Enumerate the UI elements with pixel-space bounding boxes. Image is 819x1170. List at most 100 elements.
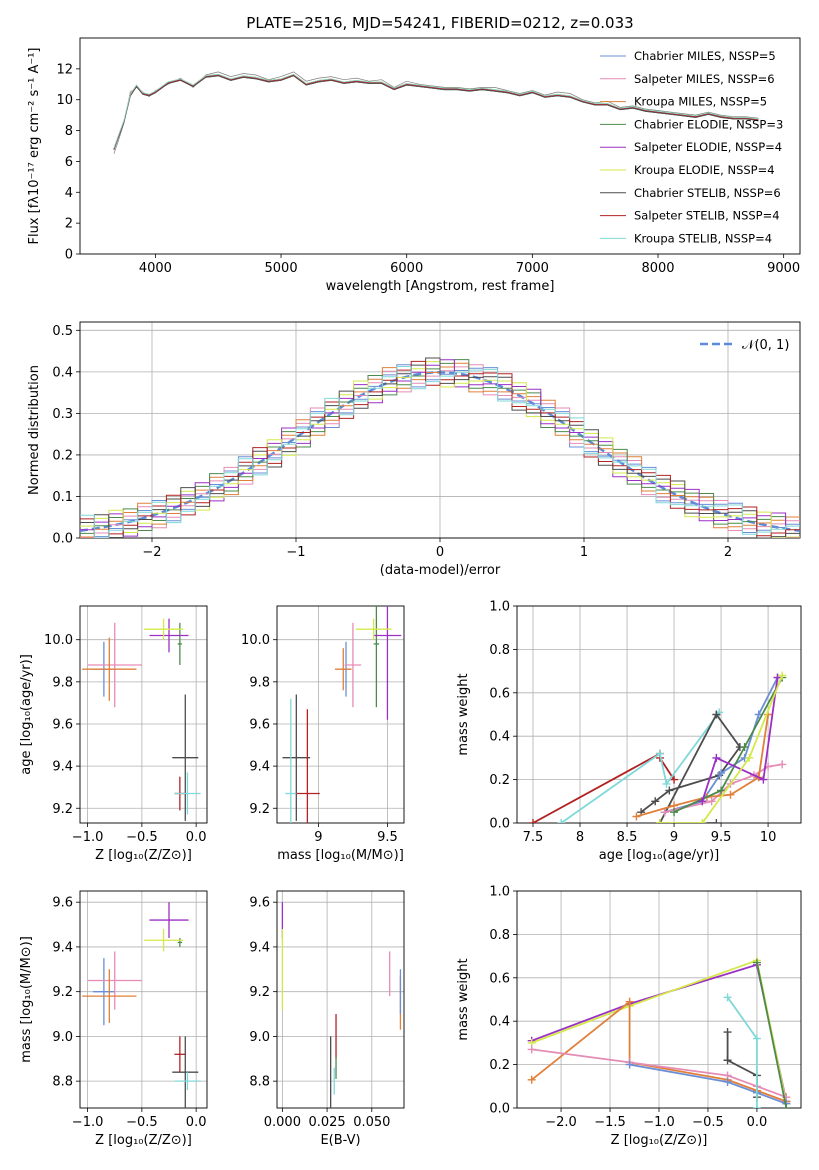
y-tick-label: 0.0: [489, 817, 510, 832]
x-tick-label: 9.5: [377, 830, 398, 845]
marks-mass_weight_vs_age: [528, 671, 787, 823]
weight-marker: [723, 1077, 732, 1086]
y-tick-label: 0.0: [489, 1102, 510, 1117]
x-tick-label: 9.5: [711, 830, 732, 845]
weight-marker: [655, 749, 664, 758]
x-tick-label: −2: [142, 545, 161, 560]
legend-label: Chabrier MILES, NSSP=5: [634, 49, 776, 63]
x-tick-label: −2.0: [545, 1115, 577, 1130]
marks-mass_vs_ebv: [281, 902, 402, 1108]
marks-spectrum: [113, 71, 759, 154]
y-tick-label: 0.4: [52, 365, 73, 380]
weight-marker: [778, 760, 787, 769]
y-axis-label: Flux [fλ10⁻¹⁷ erg cm⁻² s⁻¹ A⁻¹]: [27, 48, 42, 245]
x-tick-label: 8.5: [617, 830, 638, 845]
weight-marker: [752, 1104, 761, 1108]
weight-marker: [745, 753, 754, 762]
weight-marker: [778, 671, 787, 680]
plot-frame: [79, 890, 208, 1109]
x-tick-label: 0.0: [186, 1115, 207, 1130]
y-tick-label: 9.0: [249, 1030, 270, 1045]
y-tick-label: 10: [56, 93, 73, 108]
axes-spectrum: 4000 5000 6000 7000 8000 9000 0 2 4 6 8 10 12 wavelen…: [27, 37, 801, 294]
weight-line: [701, 677, 779, 802]
model-spectrum-line: [113, 74, 759, 150]
weight-marker: [527, 1075, 536, 1084]
plot-frame: [276, 890, 405, 1109]
x-tick-label: 1: [580, 545, 588, 560]
weight-marker: [665, 786, 674, 795]
weight-marker: [698, 819, 707, 823]
plot-frame: [516, 890, 802, 1109]
x-axis-label: Z [log₁₀(Z/Z⊙)]: [95, 848, 192, 863]
x-tick-label: 0: [436, 545, 444, 560]
y-tick-label: 9.4: [52, 940, 73, 955]
x-tick-label: −1.5: [594, 1115, 626, 1130]
y-tick-label: 0.8: [489, 928, 510, 943]
weight-marker: [782, 1104, 791, 1108]
residuals-legend: 𝒩(0, 1): [700, 338, 789, 353]
y-tick-label: 0.6: [489, 686, 510, 701]
weight-marker: [662, 779, 671, 788]
weight-marker: [712, 753, 721, 762]
axes-age_vs_Z: −1.0 −0.5 0.0 9.2 9.4 9.6 9.8 10.0 Z [log₁₀(Z/Z⊙…: [19, 605, 208, 863]
weight-line: [659, 675, 784, 823]
x-tick-label: 0.0: [747, 1115, 768, 1130]
y-tick-label: 0.2: [489, 1058, 510, 1073]
y-tick-label: 9.6: [52, 896, 73, 911]
weight-marker: [726, 790, 735, 799]
y-tick-label: 0.4: [489, 1015, 510, 1030]
legend-label: Chabrier ELODIE, NSSP=3: [634, 117, 783, 131]
weight-marker: [717, 786, 726, 795]
y-axis-label: Normed distribution: [27, 365, 42, 495]
legend-label: Kroupa ELODIE, NSSP=4: [634, 163, 775, 177]
plot-frame: [79, 605, 208, 824]
marks-mass_vs_Z: [82, 902, 201, 1108]
y-tick-label: 9.2: [52, 802, 73, 817]
axes-mass_vs_Z: −1.0 −0.5 0.0 8.8 9.0 9.2 9.4 9.6 Z [log₁₀(Z/Z⊙)…: [19, 890, 208, 1148]
x-axis-label: (data-model)/error: [380, 563, 501, 578]
y-tick-label: 1.0: [489, 885, 510, 900]
axes-mass_vs_ebv: 0.000 0.025 0.050 8.8 9.0 9.2 9.4 9.6 E(B-V): [249, 890, 405, 1148]
y-tick-label: 10.0: [44, 633, 73, 648]
y-tick-label: 2: [65, 217, 73, 232]
x-tick-label: 9: [314, 830, 322, 845]
weight-marker: [759, 775, 768, 784]
weight-marker: [717, 769, 726, 778]
legend-label: Chabrier STELIB, NSSP=6: [634, 186, 781, 200]
y-tick-label: 9.4: [249, 940, 270, 955]
y-axis-label: age [log₁₀(age/yr)]: [19, 654, 34, 775]
y-tick-label: 0.8: [489, 643, 510, 658]
y-tick-label: 1.0: [489, 600, 510, 615]
y-tick-label: 8: [65, 124, 73, 139]
weight-line: [673, 677, 783, 813]
y-tick-label: 9.6: [52, 717, 73, 732]
y-tick-label: 0: [65, 248, 73, 263]
axes-mass_weight_vs_Z: −2.0 −1.5 −1.0 −0.5 0.0 0.0 0.2 0.4 0.6 0.8 1.0 Z […: [456, 885, 802, 1148]
legend-label: Salpeter ELODIE, NSSP=4: [634, 140, 782, 154]
x-tick-label: 0.050: [353, 1115, 390, 1130]
weight-marker: [625, 1060, 634, 1069]
x-tick-label: 2: [724, 545, 732, 560]
plot-frame: [276, 605, 405, 824]
y-tick-label: 0.4: [489, 730, 510, 745]
weight-line: [636, 714, 769, 818]
y-tick-label: 0.2: [52, 448, 73, 463]
x-tick-label: 10: [760, 830, 777, 845]
weight-marker: [698, 797, 707, 806]
legend-label: Salpeter STELIB, NSSP=4: [634, 209, 780, 223]
legend-label: 𝒩(0, 1): [742, 338, 789, 353]
y-tick-label: 0.2: [489, 773, 510, 788]
y-tick-label: 0.6: [489, 971, 510, 986]
x-tick-label: 0.0: [186, 830, 207, 845]
x-tick-label: 9000: [767, 261, 800, 276]
weight-line: [560, 711, 720, 823]
y-tick-label: 9.2: [52, 985, 73, 1000]
weight-marker: [670, 775, 679, 784]
weight-line: [531, 999, 787, 1103]
weight-marker: [712, 710, 721, 719]
weight-marker: [773, 673, 782, 682]
histogram-line: [80, 357, 800, 538]
x-tick-label: 8000: [641, 261, 674, 276]
weight-marker: [528, 819, 537, 823]
